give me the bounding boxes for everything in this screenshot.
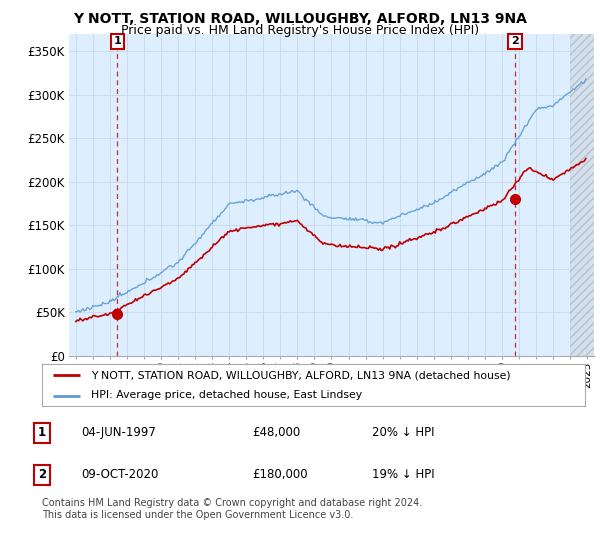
Bar: [570, 34, 594, 356]
Text: 20% ↓ HPI: 20% ↓ HPI: [372, 426, 434, 439]
Text: £180,000: £180,000: [252, 468, 308, 481]
Text: 1: 1: [38, 426, 46, 439]
Text: Price paid vs. HM Land Registry's House Price Index (HPI): Price paid vs. HM Land Registry's House …: [121, 24, 479, 37]
Text: Y NOTT, STATION ROAD, WILLOUGHBY, ALFORD, LN13 9NA: Y NOTT, STATION ROAD, WILLOUGHBY, ALFORD…: [73, 12, 527, 26]
Text: 2: 2: [38, 468, 46, 481]
Text: 04-JUN-1997: 04-JUN-1997: [81, 426, 156, 439]
Text: Contains HM Land Registry data © Crown copyright and database right 2024.
This d: Contains HM Land Registry data © Crown c…: [42, 498, 422, 520]
Text: 19% ↓ HPI: 19% ↓ HPI: [372, 468, 434, 481]
Text: 09-OCT-2020: 09-OCT-2020: [81, 468, 158, 481]
Text: Y NOTT, STATION ROAD, WILLOUGHBY, ALFORD, LN13 9NA (detached house): Y NOTT, STATION ROAD, WILLOUGHBY, ALFORD…: [91, 370, 511, 380]
Text: £48,000: £48,000: [252, 426, 300, 439]
Text: HPI: Average price, detached house, East Lindsey: HPI: Average price, detached house, East…: [91, 390, 362, 400]
Text: 1: 1: [113, 36, 121, 46]
Text: 2: 2: [511, 36, 519, 46]
